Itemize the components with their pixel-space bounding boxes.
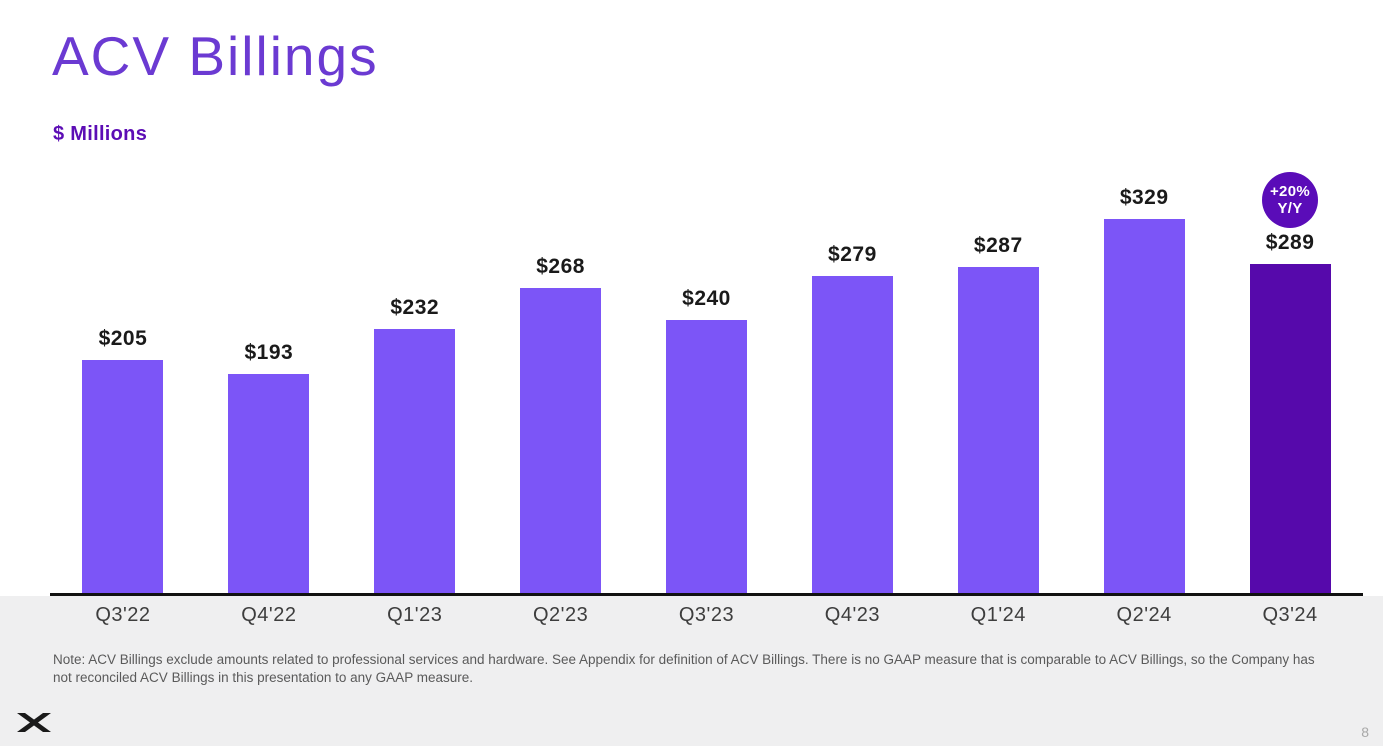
- bar-group-Q3'23: $240: [634, 140, 780, 593]
- x-axis-label: Q3'23: [678, 604, 735, 626]
- bar-group-Q3'22: $205: [50, 140, 196, 593]
- bar-value-label: $232: [390, 296, 440, 319]
- page-number: 8: [1361, 724, 1369, 740]
- bar-value-label: $287: [973, 234, 1023, 257]
- bar-group-Q4'23: $279: [779, 140, 925, 593]
- bar: [374, 329, 456, 593]
- x-axis-label: Q1'24: [970, 604, 1026, 626]
- x-axis-label: Q3'24: [1262, 604, 1318, 626]
- footnote: Note: ACV Billings exclude amounts relat…: [53, 652, 1315, 685]
- bar: [1249, 264, 1331, 593]
- x-axis-label: Q3'22: [95, 604, 151, 626]
- x-axis-labels: Q3'22 Q4'22 Q1'23 Q2'23 Q3'23 Q4'23 Q1'24 Q2'24…: [50, 604, 1363, 627]
- bar-group-Q1'24: $287: [925, 140, 1071, 593]
- x-axis-label: Q4'23: [824, 604, 881, 626]
- bar-value-label: $268: [536, 255, 585, 278]
- bar: [666, 320, 747, 593]
- chart-units-label: $ Millions: [53, 123, 148, 145]
- x-axis-label: Q2'24: [1116, 604, 1172, 626]
- bar: [82, 360, 164, 593]
- bar: [1103, 219, 1185, 593]
- bar-group-Q2'23: $268: [488, 140, 634, 593]
- bar: [228, 374, 310, 593]
- x-axis-label: Q2'23: [532, 604, 589, 626]
- bar-group-Q3'24: $289: [1217, 140, 1363, 593]
- bar: [811, 276, 893, 593]
- bar-value-label: $205: [98, 327, 148, 350]
- bar-value-label: $329: [1119, 186, 1169, 209]
- x-logo-icon: [16, 712, 52, 738]
- bar-value-label: $193: [244, 341, 294, 364]
- x-axis-line: [50, 593, 1363, 596]
- bar-group-Q4'22: $193: [196, 140, 342, 593]
- bar-group-Q1'23: $232: [342, 140, 488, 593]
- yoy-growth-value: +20%: [1270, 182, 1310, 200]
- x-axis-label: Q1'23: [387, 604, 443, 626]
- bar: [520, 288, 602, 593]
- bar-value-label: $289: [1265, 231, 1315, 254]
- bar-chart: $205 $193 $232 $268 $240 $279 $287 $329 $289: [50, 140, 1363, 593]
- footer-band: [0, 596, 1383, 746]
- bar-group-Q2'24: $329: [1071, 140, 1217, 593]
- bar-value-label: $240: [682, 287, 731, 310]
- bar-value-label: $279: [828, 243, 877, 266]
- x-axis-label: Q4'22: [241, 604, 297, 626]
- yoy-growth-period: Y/Y: [1277, 200, 1303, 217]
- yoy-growth-badge: +20% Y/Y: [1262, 172, 1318, 228]
- page-title: ACV Billings: [52, 25, 379, 87]
- bar: [957, 267, 1039, 593]
